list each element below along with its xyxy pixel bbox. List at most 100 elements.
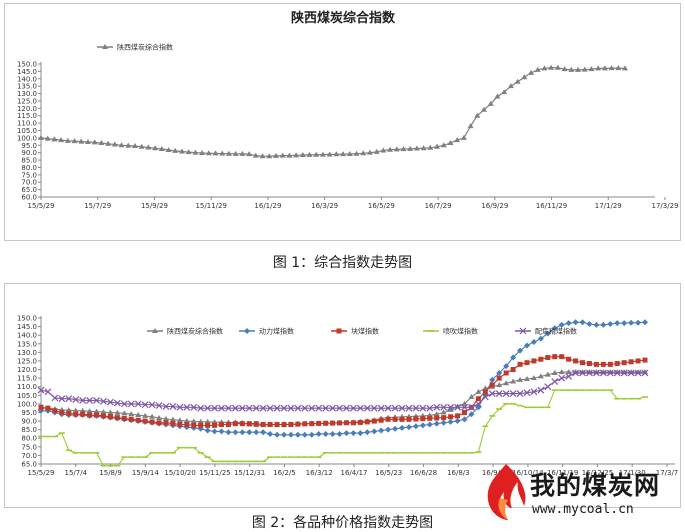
x-tick-label: 15/12/31 bbox=[234, 469, 265, 477]
series-line bbox=[41, 321, 646, 436]
data-point bbox=[111, 141, 118, 147]
y-tick-label: 110.0 bbox=[17, 120, 37, 128]
data-point bbox=[558, 369, 565, 375]
data-point bbox=[73, 411, 79, 417]
x-tick-label: 15/7/4 bbox=[65, 469, 88, 477]
data-point bbox=[419, 422, 426, 429]
data-point bbox=[573, 358, 579, 364]
data-point bbox=[434, 415, 440, 421]
data-point bbox=[114, 409, 121, 415]
data-point bbox=[384, 404, 392, 412]
mycoal-watermark: 我的煤炭网 www.mycoal.cn bbox=[476, 458, 681, 532]
x-tick-label: 16/10/14 bbox=[512, 469, 544, 477]
data-point bbox=[399, 424, 406, 431]
data-point bbox=[399, 416, 405, 422]
data-point bbox=[299, 152, 306, 158]
y-tick-label: 75.0 bbox=[21, 171, 37, 179]
data-point bbox=[538, 356, 544, 362]
data-point bbox=[301, 404, 309, 412]
legend-marker bbox=[336, 328, 342, 334]
data-point bbox=[537, 386, 545, 394]
data-point bbox=[601, 65, 608, 71]
data-point bbox=[245, 404, 253, 412]
data-point bbox=[481, 106, 488, 112]
data-point bbox=[176, 417, 183, 423]
x-tick-label: 17/1/30 bbox=[619, 469, 646, 477]
data-point bbox=[80, 411, 86, 417]
data-point bbox=[433, 411, 440, 417]
data-point bbox=[350, 430, 357, 437]
data-point bbox=[461, 403, 468, 411]
data-point bbox=[507, 83, 514, 89]
data-point bbox=[530, 375, 537, 381]
data-point bbox=[156, 420, 162, 426]
data-point bbox=[252, 404, 260, 412]
data-point bbox=[259, 153, 266, 159]
y-tick-label: 135.0 bbox=[17, 340, 37, 348]
data-point bbox=[621, 320, 628, 327]
series-line bbox=[40, 67, 626, 157]
composite-index-chart: 陕西煤炭综合指数 60.065.070.075.080.085.090.095.0… bbox=[17, 10, 679, 210]
data-point bbox=[100, 397, 107, 405]
data-point bbox=[392, 416, 398, 422]
data-point bbox=[280, 404, 288, 412]
data-point bbox=[205, 422, 211, 428]
legend-label: 动力煤指数 bbox=[259, 327, 294, 336]
data-point bbox=[349, 404, 357, 412]
data-point bbox=[468, 394, 475, 400]
data-point bbox=[548, 64, 555, 70]
data-point bbox=[419, 404, 427, 412]
y-tick-label: 130.0 bbox=[17, 349, 37, 357]
data-point bbox=[537, 373, 544, 379]
data-point bbox=[377, 404, 385, 412]
data-point bbox=[172, 147, 179, 153]
data-point bbox=[405, 424, 412, 431]
y-tick-label: 80.0 bbox=[21, 435, 37, 443]
data-point bbox=[593, 321, 600, 328]
data-point bbox=[121, 415, 127, 421]
data-point bbox=[266, 153, 273, 159]
data-point bbox=[125, 142, 132, 148]
data-point bbox=[510, 378, 517, 384]
data-point bbox=[86, 408, 93, 414]
data-point bbox=[286, 152, 293, 158]
data-point bbox=[121, 410, 128, 416]
data-point bbox=[433, 403, 441, 411]
x-tick-label: 15/11/25 bbox=[199, 469, 230, 477]
data-point bbox=[58, 395, 66, 403]
data-point bbox=[308, 404, 316, 412]
data-point bbox=[72, 396, 80, 404]
data-point bbox=[607, 321, 614, 328]
data-point bbox=[319, 151, 326, 157]
data-point bbox=[482, 385, 489, 391]
y-tick-label: 145.0 bbox=[17, 323, 37, 331]
data-point bbox=[440, 142, 447, 148]
data-point bbox=[530, 388, 538, 396]
data-point bbox=[38, 407, 44, 414]
data-point bbox=[572, 319, 579, 326]
data-point bbox=[267, 421, 273, 427]
data-point bbox=[427, 415, 433, 421]
data-point bbox=[488, 390, 496, 398]
data-point bbox=[294, 431, 301, 438]
data-point bbox=[79, 397, 87, 404]
data-point bbox=[239, 150, 246, 156]
data-point bbox=[503, 380, 510, 386]
data-point bbox=[642, 319, 648, 326]
y-tick-label: 65.0 bbox=[21, 461, 37, 469]
chart-panel-variety-index: 65.0 70.0 75.0 80.0 85.0 90.0 95.0 100.0 105.0 11… bbox=[4, 283, 681, 508]
data-point bbox=[107, 398, 114, 406]
data-point bbox=[211, 419, 218, 425]
data-point bbox=[37, 386, 45, 394]
data-point bbox=[316, 420, 322, 426]
data-point bbox=[246, 151, 253, 157]
legend-label: 陕西煤炭综合指数 bbox=[117, 43, 173, 52]
data-point bbox=[343, 420, 349, 426]
y-tick-label: 95.0 bbox=[21, 409, 37, 417]
data-point bbox=[371, 428, 378, 435]
data-point bbox=[627, 369, 635, 377]
data-point bbox=[274, 421, 280, 427]
data-point bbox=[530, 339, 537, 346]
data-point bbox=[482, 389, 488, 395]
x-tick-label: 17/1/29 bbox=[595, 202, 622, 210]
